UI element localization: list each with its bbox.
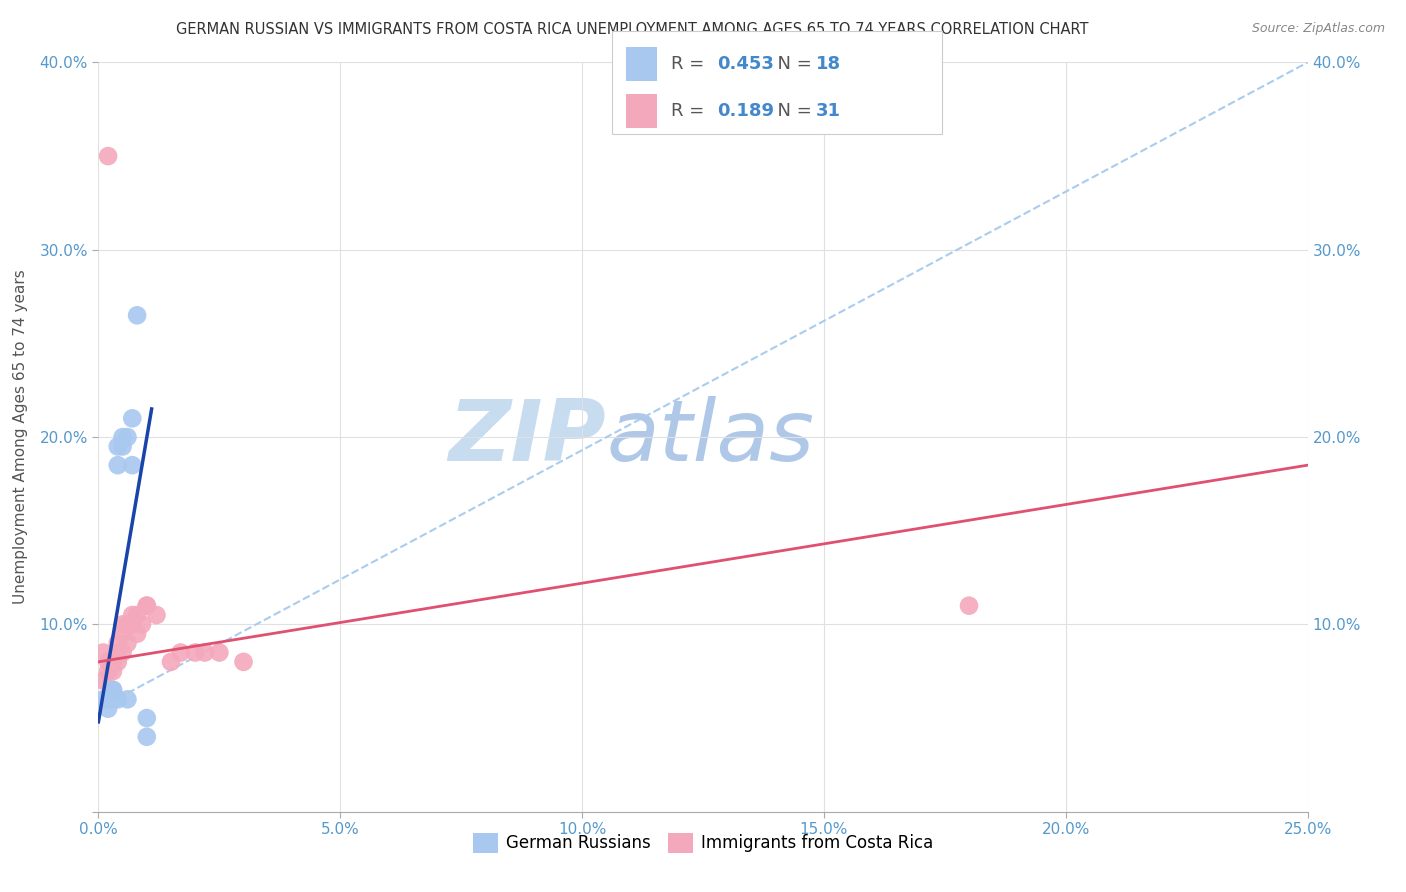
Text: 31: 31 (815, 103, 841, 120)
Point (111, 440, 134, 453)
Point (91, 646, 114, 660)
Point (127, 608, 149, 623)
Text: 18: 18 (815, 55, 841, 73)
Point (107, 636, 129, 650)
Y-axis label: Unemployment Among Ages 65 to 74 years: Unemployment Among Ages 65 to 74 years (14, 269, 28, 605)
Point (97, 701, 120, 715)
Point (957, 599, 980, 613)
Point (117, 636, 139, 650)
Text: R =: R = (671, 103, 710, 120)
Point (135, 599, 157, 613)
Point (145, 608, 167, 623)
Point (107, 692, 129, 706)
Point (111, 430, 134, 444)
Point (169, 646, 191, 660)
Point (91, 673, 114, 688)
Point (135, 599, 157, 613)
Point (131, 617, 153, 632)
Point (101, 683, 124, 698)
Point (97, 655, 120, 669)
Point (107, 440, 129, 453)
Text: N =: N = (766, 103, 818, 120)
Point (101, 692, 124, 706)
Text: 0.189: 0.189 (717, 103, 775, 120)
Point (127, 308, 149, 322)
Point (101, 683, 124, 698)
Point (121, 608, 143, 623)
Text: 0.453: 0.453 (717, 55, 773, 73)
Point (135, 730, 157, 744)
Point (107, 655, 129, 669)
Point (97, 149, 120, 163)
Text: R =: R = (671, 55, 710, 73)
Point (121, 458, 143, 473)
Text: Source: ZipAtlas.com: Source: ZipAtlas.com (1251, 22, 1385, 36)
Text: atlas: atlas (606, 395, 814, 479)
Point (97, 664, 120, 679)
Point (121, 411, 143, 425)
Text: GERMAN RUSSIAN VS IMMIGRANTS FROM COSTA RICA UNEMPLOYMENT AMONG AGES 65 TO 74 YE: GERMAN RUSSIAN VS IMMIGRANTS FROM COSTA … (176, 22, 1090, 37)
Point (232, 655, 254, 669)
Point (101, 664, 124, 679)
Point (101, 655, 124, 669)
Point (121, 617, 143, 632)
Legend: German Russians, Immigrants from Costa Rica: German Russians, Immigrants from Costa R… (467, 826, 939, 860)
Point (107, 458, 129, 473)
Text: ZIP: ZIP (449, 395, 606, 479)
Point (194, 646, 217, 660)
Point (184, 646, 207, 660)
Point (117, 617, 139, 632)
Point (101, 683, 124, 698)
Point (135, 711, 157, 725)
Point (111, 646, 134, 660)
Point (111, 617, 134, 632)
Point (160, 655, 183, 669)
Point (91, 692, 114, 706)
Point (208, 646, 231, 660)
Point (117, 692, 139, 706)
Point (97, 692, 120, 706)
Point (127, 626, 149, 640)
Text: N =: N = (766, 55, 818, 73)
Point (111, 626, 134, 640)
Point (107, 646, 129, 660)
Point (117, 430, 139, 444)
